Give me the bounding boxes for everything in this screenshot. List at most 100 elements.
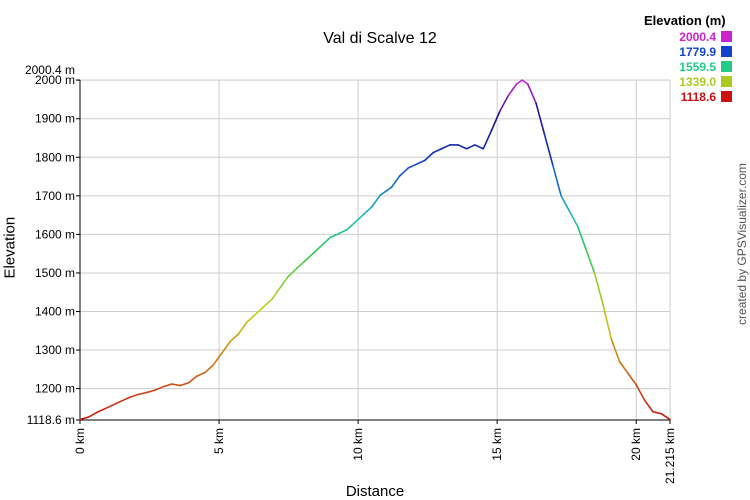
elevation-segment: [204, 363, 215, 374]
elevation-segment: [652, 410, 663, 415]
elevation-segment: [507, 83, 518, 97]
legend-value: 1779.9: [679, 45, 716, 59]
elevation-segment: [129, 393, 140, 398]
legend-swatch: [721, 31, 732, 42]
elevation-segment: [515, 79, 523, 85]
elevation-segment: [643, 399, 654, 413]
elevation-segment: [329, 232, 340, 239]
elevation-segment: [362, 205, 373, 216]
elevation-segment: [346, 221, 357, 231]
elevation-segment: [287, 267, 298, 277]
elevation-segment: [424, 151, 434, 162]
x-tick-label: 20 km: [629, 428, 643, 461]
legend-value: 1339.0: [679, 75, 716, 89]
elevation-segment: [246, 313, 257, 324]
legend-value: 1118.6: [680, 90, 716, 104]
elevation-segment: [551, 164, 562, 197]
elevation-segment: [432, 147, 443, 154]
elevation-segment: [79, 416, 90, 421]
y-tick-label: 1600 m: [35, 227, 75, 241]
y-tick-label: 1400 m: [35, 304, 75, 318]
legend-value: 1559.5: [679, 60, 716, 74]
elevation-segment: [535, 102, 546, 135]
elevation-segment: [440, 144, 451, 150]
x-tick-label: 0 km: [73, 428, 87, 454]
elevation-segment: [179, 382, 190, 387]
x-tick-label: 15 km: [490, 428, 504, 461]
y-tick-label: 1900 m: [35, 112, 75, 126]
elevation-segment: [585, 249, 596, 274]
elevation-segment: [221, 340, 231, 354]
legend-item: 1339.0: [646, 75, 736, 89]
elevation-segment: [120, 396, 131, 402]
y-tick-label: 1800 m: [35, 150, 75, 164]
elevation-segment: [521, 79, 529, 85]
elevation-segment: [296, 259, 307, 270]
elevation-segment: [104, 404, 115, 410]
x-tick-label: 5 km: [212, 428, 226, 454]
elevation-segment: [499, 94, 510, 112]
elevation-segment: [112, 400, 123, 406]
elevation-segment: [321, 236, 332, 246]
elevation-segment: [162, 383, 173, 388]
elevation-segment: [154, 385, 165, 391]
elevation-segment: [474, 144, 485, 150]
legend-swatch: [721, 61, 732, 72]
legend-title: Elevation (m): [644, 13, 726, 28]
y-tick-label: 1200 m: [35, 382, 75, 396]
chart-title: Val di Scalve 12: [323, 30, 437, 47]
elevation-segment: [379, 190, 387, 196]
elevation-segment: [279, 275, 290, 289]
elevation-segment: [407, 163, 418, 169]
y-tick-label: 1118.6 m: [27, 413, 75, 427]
elevation-segment: [457, 144, 468, 150]
elevation-segment: [627, 372, 638, 386]
elevation-segment: [271, 286, 282, 300]
elevation-segment: [371, 194, 382, 208]
elevation-segment: [254, 306, 265, 316]
elevation-segment: [385, 186, 393, 192]
elevation-segment: [660, 412, 671, 421]
elevation-segment: [212, 352, 223, 366]
elevation-segment: [262, 298, 273, 308]
elevation-segment: [137, 391, 148, 396]
y-tick-label: 2000 m: [35, 73, 75, 87]
elevation-segment: [399, 167, 409, 177]
elevation-segment: [145, 389, 156, 394]
elevation-segment: [337, 228, 348, 235]
elevation-segment: [577, 225, 587, 251]
legend-swatch: [721, 46, 732, 57]
elevation-segment: [526, 83, 537, 105]
elevation-segment: [593, 272, 604, 305]
elevation-segment: [304, 252, 315, 262]
y-tick-label: 2000.4 m: [25, 63, 75, 77]
elevation-segment: [618, 360, 629, 374]
x-tick-label: 21.215 km: [663, 428, 677, 484]
legend-item: 1559.5: [646, 60, 736, 74]
legend-item: 1779.9: [646, 45, 736, 59]
legend-swatch: [721, 76, 732, 87]
y-tick-label: 1700 m: [35, 189, 75, 203]
y-tick-label: 1300 m: [35, 343, 75, 357]
elevation-segment: [354, 213, 365, 223]
elevation-segment: [390, 174, 401, 189]
elevation-segment: [490, 110, 501, 132]
elevation-segment: [482, 129, 493, 150]
elevation-segment: [560, 195, 571, 213]
elevation-segment: [465, 144, 476, 150]
elevation-segment: [170, 383, 181, 387]
elevation-segment: [237, 321, 248, 335]
elevation-segment: [415, 159, 426, 166]
elevation-segment: [87, 411, 98, 418]
elevation-segment: [196, 371, 206, 378]
elevation-segment: [312, 244, 323, 254]
elevation-segment: [610, 337, 621, 363]
x-tick-label: 10 km: [351, 428, 365, 461]
y-tick-label: 1500 m: [35, 266, 75, 280]
elevation-segment: [602, 302, 612, 340]
elevation-segment: [95, 407, 106, 414]
legend-item: 1118.6: [646, 90, 736, 104]
elevation-segment: [635, 383, 646, 401]
elevation-segment: [543, 133, 554, 166]
